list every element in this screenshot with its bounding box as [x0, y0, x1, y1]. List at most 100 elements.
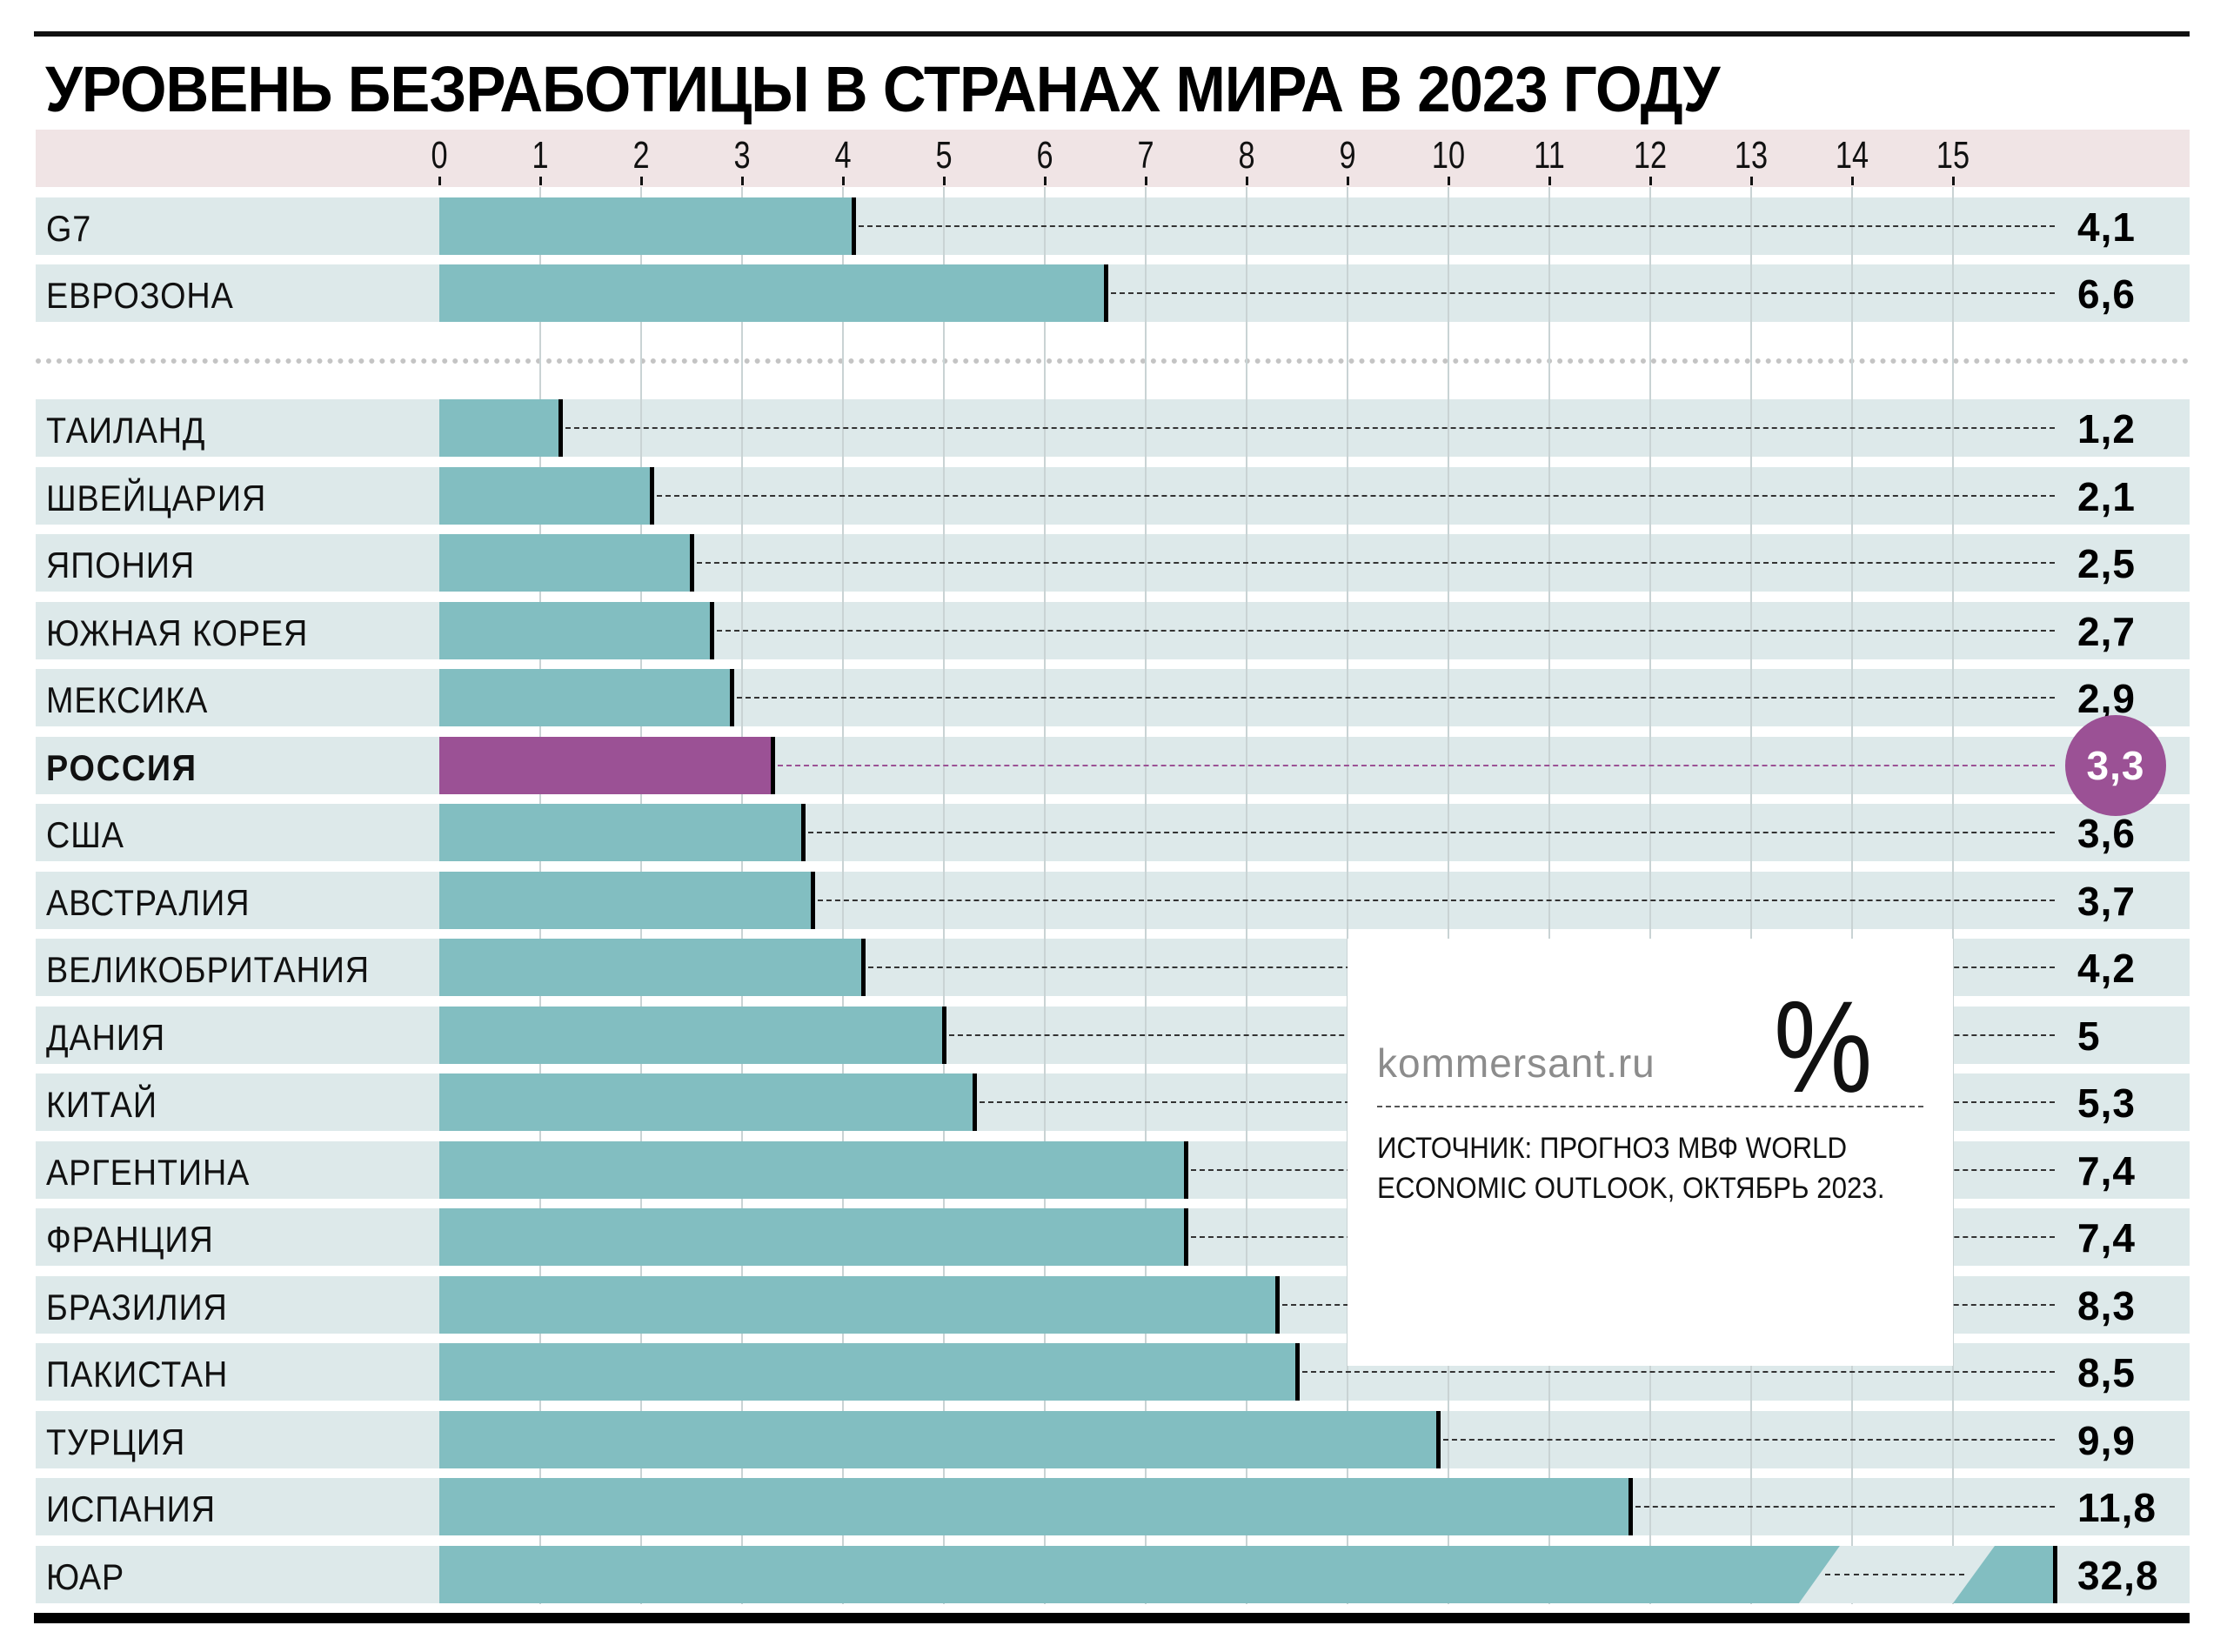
leader-line: [656, 494, 2055, 497]
category-label: ИСПАНИЯ: [46, 1488, 216, 1529]
bar: [439, 736, 772, 794]
x-tick-label: 0: [431, 134, 448, 177]
value-label: 2,1: [2077, 473, 2136, 519]
category-label: ТУРЦИЯ: [46, 1421, 186, 1462]
bar: [439, 1006, 944, 1064]
bar-end-marker: [800, 804, 806, 861]
category-label: G7: [46, 208, 92, 249]
value-label: 1,2: [2077, 406, 2136, 451]
source-text: ИСТОЧНИК: ПРОГНОЗ МВФ WORLD ECONOMIC OUT…: [1377, 1128, 1885, 1208]
bar: [439, 669, 732, 726]
category-label: ВЕЛИКОБРИТАНИЯ: [46, 949, 370, 990]
gridline: [1044, 187, 1046, 1604]
gridline: [1145, 187, 1147, 1604]
x-tick-mark: [1448, 177, 1450, 185]
x-tick-mark: [1750, 177, 1753, 185]
bar-end-marker: [1184, 1140, 1189, 1199]
x-tick-mark: [1044, 177, 1047, 185]
gridline: [1851, 187, 1853, 1604]
bar-end-marker: [770, 736, 775, 794]
bar-end-marker: [730, 669, 735, 726]
bar-end-marker: [1103, 264, 1108, 322]
bar-end-marker: [649, 466, 654, 525]
value-label: 8,5: [2077, 1350, 2136, 1395]
bar-end-marker: [861, 939, 866, 996]
x-tick-label: 2: [632, 134, 650, 177]
group-separator: [36, 358, 2190, 364]
value-label: 7,4: [2077, 1215, 2136, 1261]
percent-symbol: %: [1774, 973, 1873, 1120]
broken-bar: [439, 1545, 2055, 1603]
leader-line: [818, 899, 2055, 901]
source-line-1: ИСТОЧНИК: ПРОГНОЗ МВФ WORLD: [1377, 1132, 1848, 1165]
value-label: 4,2: [2077, 946, 2136, 991]
bar: [439, 534, 692, 592]
x-tick-mark: [539, 177, 542, 185]
bar: [439, 1208, 1187, 1266]
top-rule: [34, 31, 2190, 37]
x-tick-label: 9: [1339, 134, 1356, 177]
leader-line: [1443, 1438, 2055, 1441]
x-tick-label: 1: [532, 134, 549, 177]
category-label: ШВЕЙЦАРИЯ: [46, 477, 267, 518]
x-tick-mark: [1548, 177, 1551, 185]
value-label: 2,5: [2077, 541, 2136, 586]
value-label: 9,9: [2077, 1417, 2136, 1463]
gridline: [1246, 187, 1247, 1604]
leader-line: [858, 225, 2055, 227]
value-label: 5,3: [2077, 1080, 2136, 1126]
leader-line: [565, 427, 2055, 429]
bar-end-marker: [811, 871, 816, 929]
x-tick-mark: [842, 177, 845, 185]
value-label: 3,7: [2077, 878, 2136, 924]
bar: [439, 1410, 1439, 1468]
x-tick-label: 11: [1534, 134, 1565, 177]
bar-end-marker: [1295, 1343, 1300, 1401]
x-tick-mark: [640, 177, 643, 185]
gridline: [1952, 187, 1954, 1604]
value-label: 2,9: [2077, 676, 2136, 721]
x-tick-label: 8: [1238, 134, 1255, 177]
leader-line: [1110, 292, 2055, 294]
gridline: [1548, 187, 1550, 1604]
category-label: ЯПОНИЯ: [46, 545, 196, 585]
bar: [439, 1275, 1277, 1334]
x-tick-label: 4: [834, 134, 852, 177]
bar-end-marker: [1184, 1208, 1189, 1266]
x-tick-label: 7: [1137, 134, 1154, 177]
value-label: 3,6: [2077, 811, 2136, 856]
bar: [439, 1140, 1187, 1199]
value-label: 2,7: [2077, 608, 2136, 654]
source-line-2: ECONOMIC OUTLOOK, ОКТЯБРЬ 2023.: [1377, 1172, 1885, 1205]
category-label: ЕВРОЗОНА: [46, 275, 234, 316]
x-tick-mark: [1649, 177, 1652, 185]
bar: [439, 939, 864, 996]
category-label: БРАЗИЛИЯ: [46, 1286, 228, 1328]
category-label: США: [46, 814, 124, 855]
bar-end-marker: [851, 197, 856, 255]
bar: [439, 871, 813, 929]
bar-end-marker: [690, 534, 694, 592]
leader-line: [697, 562, 2055, 564]
bar: [439, 197, 853, 255]
gridline: [1649, 187, 1651, 1604]
gridline: [1347, 187, 1348, 1604]
x-tick-label: 12: [1633, 134, 1668, 177]
bar-end-marker: [2053, 1545, 2057, 1603]
bar: [439, 1478, 1630, 1535]
x-tick-mark: [1851, 177, 1854, 185]
value-label: 11,8: [2077, 1485, 2157, 1530]
value-label: 7,4: [2077, 1147, 2136, 1194]
bar-segment-right: [1953, 1545, 2055, 1603]
leader-line: [737, 697, 2055, 699]
x-tick-label: 15: [1936, 134, 1970, 177]
chart-title: УРОВЕНЬ БЕЗРАБОТИЦЫ В СТРАНАХ МИРА В 202…: [45, 53, 1720, 125]
x-tick-label: 6: [1036, 134, 1053, 177]
x-tick-mark: [741, 177, 744, 185]
bar: [439, 399, 561, 457]
category-label: РОССИЯ: [46, 746, 197, 788]
x-tick-label: 5: [935, 134, 953, 177]
value-label: 8,3: [2077, 1282, 2136, 1328]
bar-end-marker: [1628, 1478, 1633, 1535]
leader-line: [717, 629, 2055, 632]
